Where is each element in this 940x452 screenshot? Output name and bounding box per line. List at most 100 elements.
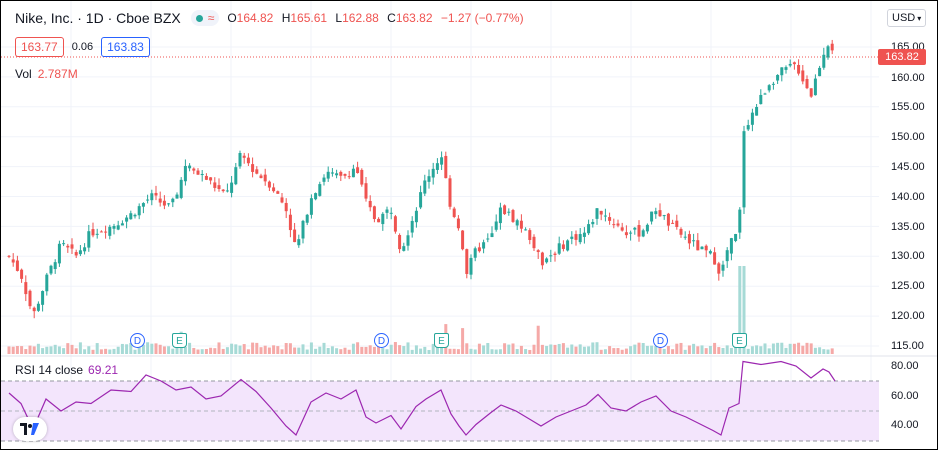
candle-body bbox=[473, 248, 477, 258]
earnings-marker[interactable]: E bbox=[732, 333, 747, 348]
volume-bar bbox=[578, 344, 582, 354]
candle-body bbox=[654, 211, 658, 215]
candle-body bbox=[32, 307, 36, 312]
volume-bar bbox=[293, 347, 297, 354]
candle-body bbox=[763, 93, 767, 95]
volume-bar bbox=[503, 343, 507, 354]
candle-body bbox=[322, 177, 326, 182]
candle-body bbox=[393, 216, 397, 232]
volume-bar bbox=[259, 347, 263, 354]
volume-bar bbox=[137, 342, 141, 354]
market-status[interactable]: ≈ bbox=[190, 10, 220, 26]
candle-body bbox=[486, 238, 490, 240]
volume-bar bbox=[507, 344, 511, 354]
volume-bar bbox=[587, 346, 591, 354]
symbol-title[interactable]: Nike, Inc. · 1D · Cboe BZX bbox=[15, 10, 181, 26]
rsi-tick: 80.00 bbox=[891, 360, 919, 372]
candle-body bbox=[721, 264, 725, 271]
volume-bar bbox=[36, 343, 40, 354]
candle-body bbox=[452, 208, 456, 217]
currency-selector[interactable]: USD ▾ bbox=[887, 9, 927, 27]
volume-bar bbox=[624, 348, 628, 354]
candle-body bbox=[87, 231, 91, 248]
dividend-marker[interactable]: D bbox=[130, 333, 145, 348]
rsi-legend: RSI 14 close 69.21 bbox=[15, 363, 118, 377]
dividend-marker[interactable]: D bbox=[374, 333, 389, 348]
volume-bar bbox=[574, 346, 578, 354]
candle-body bbox=[410, 220, 414, 233]
candle-body bbox=[461, 230, 465, 250]
volume-bar bbox=[477, 343, 481, 354]
candle-body bbox=[624, 232, 628, 236]
close-label: C bbox=[387, 11, 396, 25]
candle-body bbox=[503, 205, 507, 215]
volume-bar bbox=[301, 344, 305, 354]
volume-bar bbox=[318, 346, 322, 354]
ohlc-values: O164.82 H165.61 L162.88 C163.82 −1.27 (−… bbox=[227, 11, 528, 25]
candle-body bbox=[183, 165, 187, 182]
volume-bar bbox=[473, 349, 477, 354]
earnings-marker[interactable]: E bbox=[434, 333, 449, 348]
candle-body bbox=[330, 172, 334, 174]
volume-bar bbox=[549, 344, 553, 354]
earnings-marker[interactable]: E bbox=[172, 333, 187, 348]
volume-bar bbox=[414, 345, 418, 354]
volume-bar bbox=[183, 346, 187, 354]
bid-price[interactable]: 163.77 bbox=[15, 37, 64, 57]
ask-price[interactable]: 163.83 bbox=[101, 37, 150, 57]
volume-bar bbox=[305, 349, 309, 354]
volume-bar bbox=[658, 344, 662, 354]
volume-bar bbox=[267, 347, 271, 354]
volume-bar bbox=[234, 344, 238, 354]
candle-body bbox=[284, 202, 288, 212]
price-tick: 145.00 bbox=[891, 161, 925, 173]
candle-body bbox=[746, 125, 750, 130]
tradingview-logo-icon[interactable] bbox=[13, 417, 47, 441]
candle-body bbox=[70, 244, 74, 249]
price-tick: 125.00 bbox=[891, 280, 925, 292]
volume-bar bbox=[272, 345, 276, 354]
volume-bar bbox=[28, 345, 32, 354]
volume-bar bbox=[498, 349, 502, 354]
volume-bar bbox=[557, 343, 561, 354]
price-tick: 150.00 bbox=[891, 131, 925, 143]
candle-body bbox=[650, 211, 654, 222]
candle-body bbox=[343, 173, 347, 176]
volume-bar bbox=[116, 346, 120, 354]
volume-bar bbox=[20, 346, 24, 354]
volume-bar bbox=[209, 347, 213, 354]
candle-body bbox=[700, 246, 704, 250]
volume-bar bbox=[427, 349, 431, 354]
candle-body bbox=[15, 260, 19, 271]
volume-bar bbox=[721, 347, 725, 354]
candle-body bbox=[276, 191, 280, 194]
candle-body bbox=[339, 171, 343, 176]
volume-bar bbox=[595, 342, 599, 354]
candle-body bbox=[213, 182, 217, 188]
candle-body bbox=[532, 236, 536, 249]
dividend-marker[interactable]: D bbox=[653, 333, 668, 348]
candle-body bbox=[435, 163, 439, 170]
volume-bar bbox=[692, 343, 696, 354]
volume-bar bbox=[351, 343, 355, 354]
high-label: H bbox=[281, 11, 291, 25]
candle-body bbox=[28, 290, 32, 307]
candle-body bbox=[385, 209, 389, 213]
candle-body bbox=[267, 181, 271, 188]
volume-bar bbox=[700, 345, 704, 354]
candle-body bbox=[536, 250, 540, 253]
volume-bar bbox=[671, 349, 675, 354]
volume-bar bbox=[708, 345, 712, 354]
volume-bar bbox=[280, 349, 284, 354]
candle-body bbox=[192, 168, 196, 171]
volume-bar bbox=[788, 343, 792, 354]
candle-body bbox=[230, 182, 234, 193]
volume-bar bbox=[410, 349, 414, 354]
candle-body bbox=[612, 224, 616, 226]
candle-body bbox=[246, 157, 250, 164]
market-status-dot-icon bbox=[195, 14, 203, 22]
logo-mark bbox=[20, 423, 39, 435]
volume-bar bbox=[805, 342, 809, 354]
volume-bar bbox=[679, 342, 683, 354]
